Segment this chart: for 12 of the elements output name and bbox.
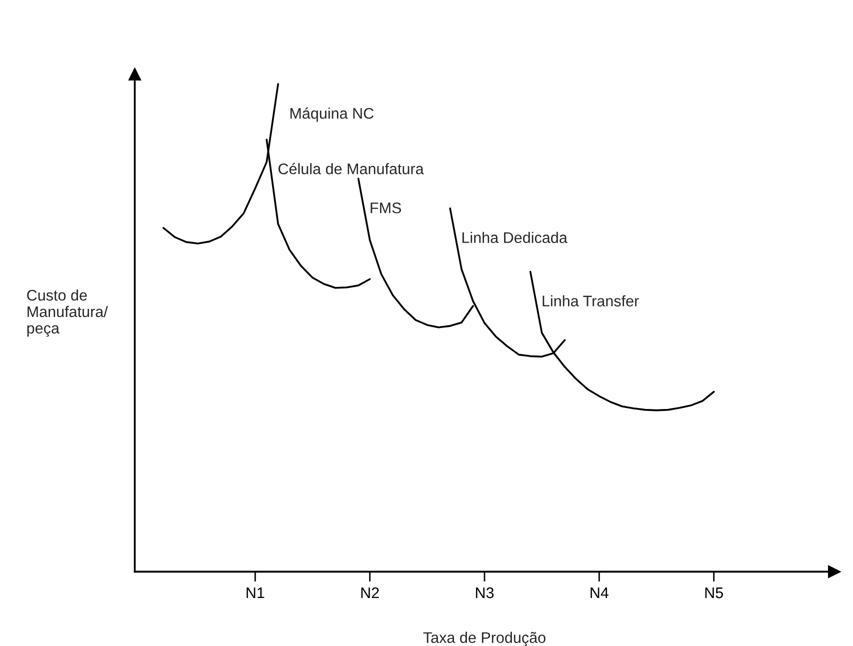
x-tick-label: N3: [476, 587, 494, 598]
series-label: Máquina NC: [290, 107, 374, 122]
x-tick-label: N1: [246, 588, 264, 598]
series-label: FMS: [370, 202, 402, 214]
x-tick-label: N2: [361, 587, 379, 598]
series-label: Linha Transfer: [542, 295, 639, 306]
y-axis-title: Custo de Manufatura/ peça: [27, 289, 108, 337]
series-label: Célula de Manufatura: [278, 162, 424, 174]
x-tick-label: N5: [705, 588, 723, 598]
x-axis-title: Taxa de Produção: [423, 632, 546, 646]
series-label: Linha Dedicada: [462, 232, 568, 244]
x-tick-label: N4: [590, 588, 608, 598]
